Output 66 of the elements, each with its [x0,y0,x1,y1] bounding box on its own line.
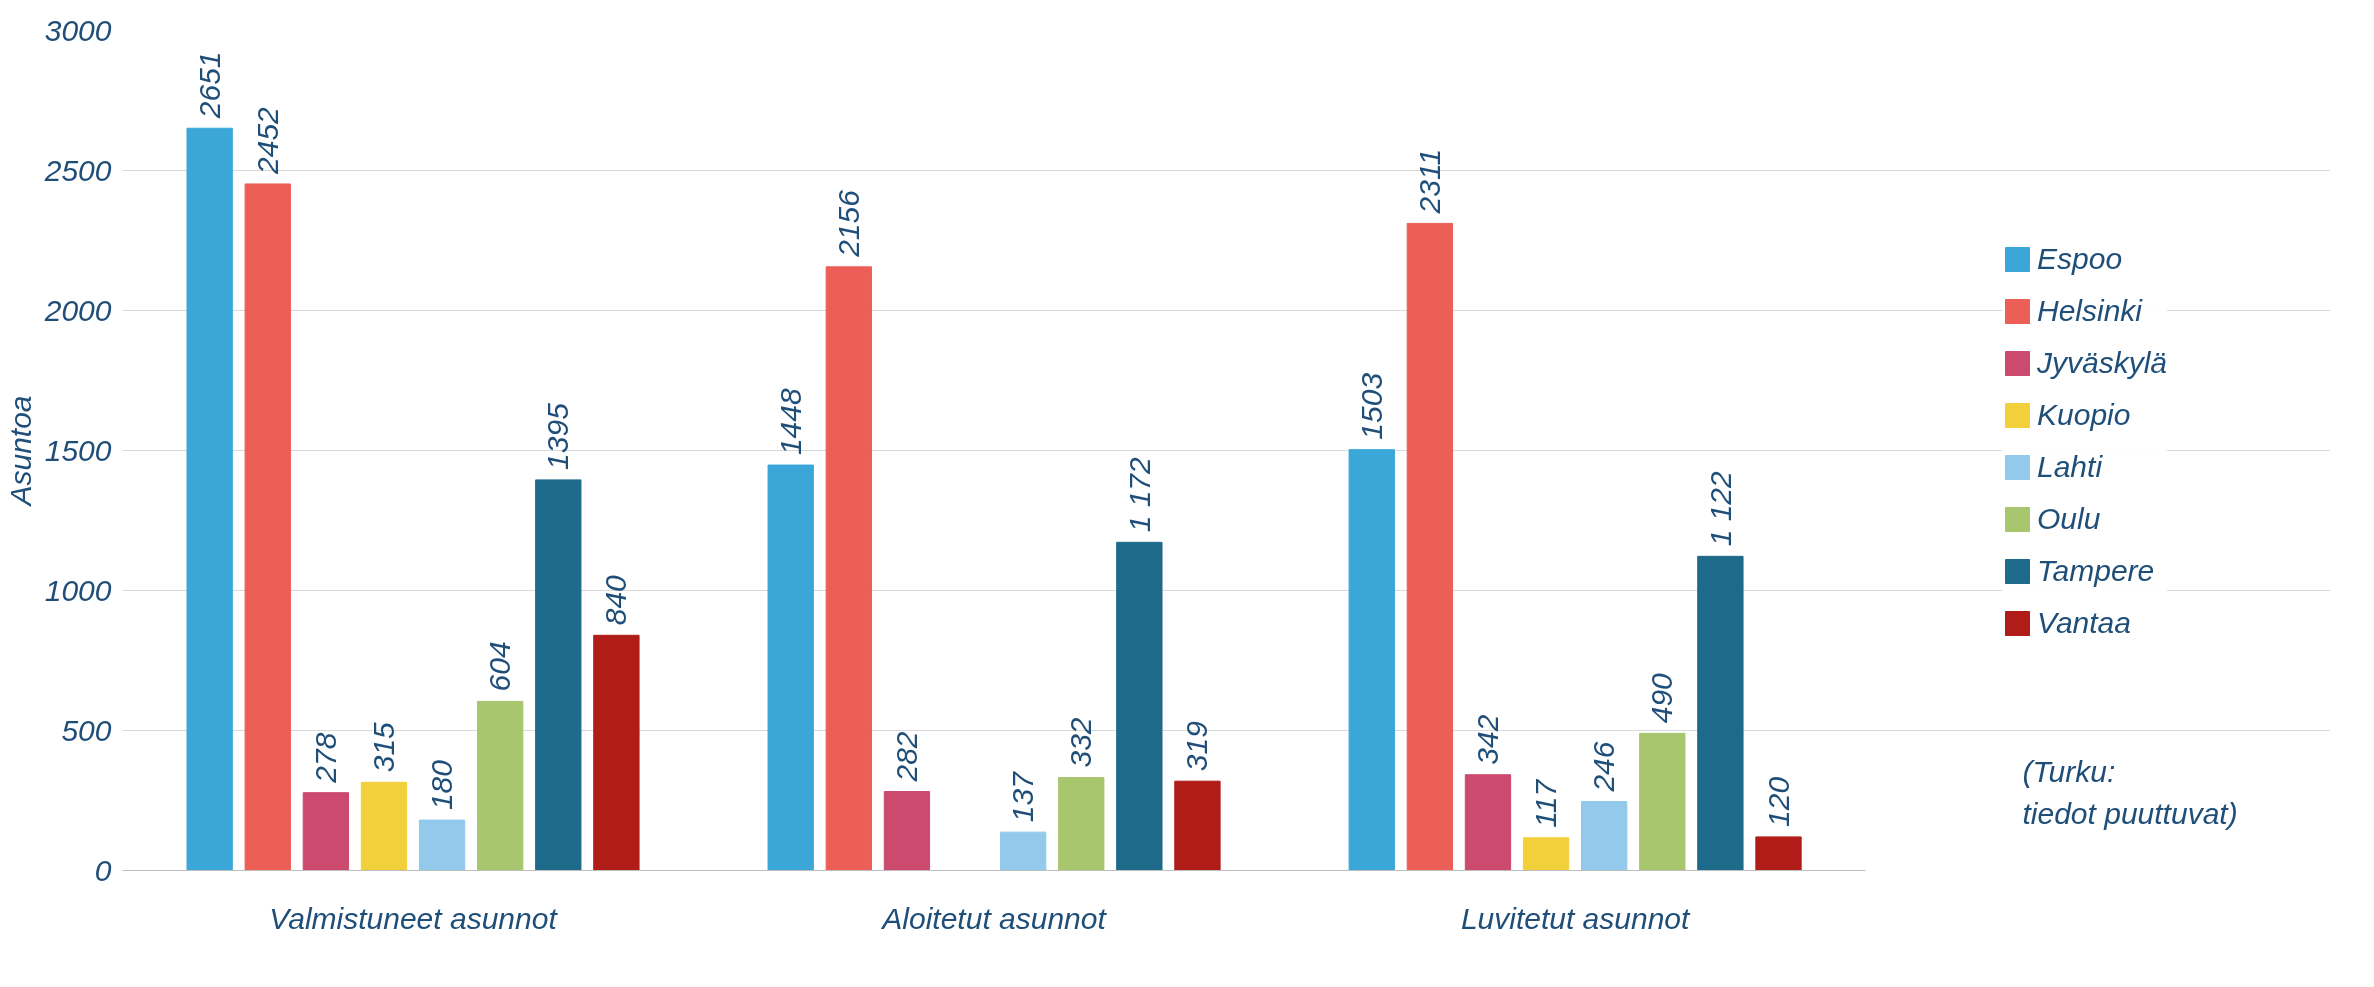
legend-label: Oulu [2037,502,2101,536]
bar [767,464,814,871]
data-label: 315 [366,721,400,773]
legend-label: Jyväskylä [2037,346,2168,380]
y-tick-label: 3000 [44,13,112,47]
x-tick-label: Aloitetut asunnot [880,901,1108,935]
data-label: 840 [599,574,633,626]
legend-label: Helsinki [2037,294,2143,328]
data-label: 278 [308,732,342,784]
bar [1406,222,1454,871]
data-label: 120 [1761,776,1795,827]
bar [418,819,466,871]
legend-label: Vantaa [2037,606,2131,640]
bar [535,479,582,871]
data-label: 342 [1470,714,1504,765]
bar [883,791,931,871]
bar [1116,541,1163,871]
data-label: 332 [1064,717,1098,768]
bar [1639,732,1686,871]
data-label: 490 [1645,672,1679,724]
data-label: 1395 [541,402,575,470]
y-axis-title: Asuntoa [3,395,37,508]
legend-label: Kuopio [2037,398,2131,432]
bar [825,266,872,871]
data-label: 2651 [192,51,226,120]
data-label: 1 122 [1703,470,1737,547]
data-label: 246 [1587,741,1621,793]
bar [244,183,291,871]
data-label: 319 [1180,720,1214,772]
x-tick-label: Luvitetut asunnot [1460,901,1692,935]
data-label: 117 [1529,778,1563,828]
y-tick-label: 500 [61,713,112,747]
bar [999,831,1047,871]
bar [1174,780,1221,871]
y-tick-label: 0 [94,853,112,887]
x-tick-label: Valmistuneet asunnot [269,901,559,935]
data-label: 180 [425,759,459,811]
y-tick-label: 2500 [43,153,112,187]
bar [1697,555,1744,871]
bar [1581,801,1628,871]
legend-label: Lahti [2037,450,2103,484]
bar [1464,774,1512,871]
data-label: 2156 [831,189,865,258]
data-label: 282 [889,731,923,783]
bar [186,127,233,871]
y-tick-label: 1500 [44,433,112,467]
bar [302,792,350,871]
y-tick-label: 1000 [44,573,112,607]
data-label: 1 172 [1122,456,1156,533]
data-label: 604 [483,641,517,692]
data-label: 137 [1006,770,1040,823]
bar [1755,836,1802,871]
bar [1058,777,1105,871]
data-label: 1448 [773,388,807,456]
data-label: 2311 [1412,148,1446,215]
bar [593,634,640,871]
y-tick-label: 2000 [43,293,112,327]
legend-label: Tampere [2037,554,2155,588]
annotation: (Turku: tiedot puuttuvat) [2022,754,2238,831]
bar [360,781,408,871]
data-label: 2452 [250,106,284,175]
bar [477,700,524,871]
legend-label: Espoo [2037,242,2123,276]
data-label: 1503 [1354,372,1388,440]
bar [1522,837,1570,871]
bar [1348,449,1395,871]
